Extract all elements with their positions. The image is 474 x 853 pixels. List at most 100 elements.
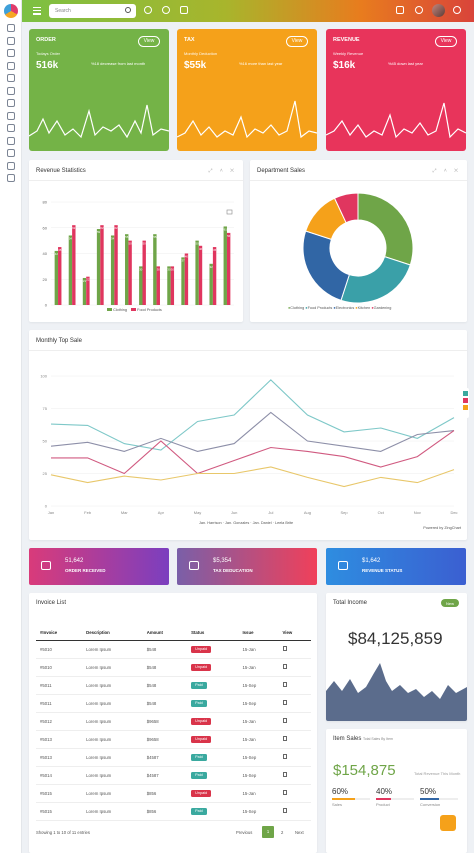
view-button[interactable]: View xyxy=(138,36,160,47)
document-icon[interactable] xyxy=(282,754,287,759)
col-invoice[interactable]: #Invoice xyxy=(36,626,83,641)
donut-slice[interactable] xyxy=(302,230,350,301)
bar[interactable] xyxy=(223,226,227,305)
bar[interactable] xyxy=(125,234,129,305)
bar[interactable] xyxy=(209,263,213,305)
menu-icon[interactable] xyxy=(33,7,41,15)
table-row[interactable]: #5013 Lorem Ipsum $4587 Paid 15-Sep xyxy=(36,748,311,767)
gear-icon[interactable] xyxy=(453,6,461,14)
table-row[interactable]: #5012 Lorem Ipsum $9658 Unpaid 15-Jan xyxy=(36,712,311,731)
chart-icon[interactable] xyxy=(6,124,15,132)
folder-icon[interactable] xyxy=(6,74,15,82)
view-button[interactable]: View xyxy=(286,36,308,47)
order-received-tile[interactable]: 51,642 ORDER RECEIVED xyxy=(29,548,169,585)
bar[interactable] xyxy=(184,253,189,306)
view-button[interactable]: View xyxy=(435,36,457,47)
bar[interactable] xyxy=(142,240,146,305)
bar[interactable] xyxy=(72,225,76,305)
table-row[interactable]: #5010 Lorem Ipsum $548 Unpaid 15-Jan xyxy=(36,658,311,677)
document-icon[interactable] xyxy=(282,718,287,723)
bar[interactable] xyxy=(212,247,217,305)
revenue-status-tile[interactable]: $1,642 REVENUE STATUS xyxy=(326,548,466,585)
bar[interactable] xyxy=(68,235,73,305)
bar[interactable] xyxy=(110,235,115,305)
col-amount[interactable]: Amount xyxy=(142,626,188,641)
bar[interactable] xyxy=(86,276,90,305)
warning-icon[interactable] xyxy=(6,174,15,182)
bar[interactable] xyxy=(82,277,87,305)
bar[interactable] xyxy=(170,266,175,305)
app-logo[interactable] xyxy=(3,4,18,18)
clipboard-icon[interactable] xyxy=(180,6,188,14)
table-row[interactable]: #5011 Lorem Ipsum $548 Paid 15-Sep xyxy=(36,694,311,713)
col-status[interactable]: Status xyxy=(187,626,239,641)
table-row[interactable]: #5010 Lorem Ipsum $548 Unpaid 15-Jan xyxy=(36,640,311,659)
series-line[interactable] xyxy=(50,411,455,452)
layers-icon[interactable] xyxy=(6,136,15,145)
donut-slice[interactable] xyxy=(333,192,359,224)
bar[interactable] xyxy=(128,240,132,305)
col-description[interactable]: Description xyxy=(82,626,143,641)
document-icon[interactable] xyxy=(282,646,287,651)
document-icon[interactable] xyxy=(282,772,287,777)
chart-menu-icon[interactable] xyxy=(226,209,233,215)
series-line[interactable] xyxy=(50,466,455,488)
bar[interactable] xyxy=(153,234,157,305)
bar[interactable] xyxy=(156,266,160,305)
eye-icon[interactable] xyxy=(6,111,15,120)
series-line[interactable] xyxy=(50,379,455,451)
bar[interactable] xyxy=(54,250,59,305)
bar[interactable] xyxy=(100,225,104,305)
chat-icon[interactable] xyxy=(144,6,152,14)
edit-icon[interactable] xyxy=(6,49,15,57)
bar[interactable] xyxy=(114,225,118,305)
avatar[interactable] xyxy=(432,4,445,17)
clock-icon[interactable] xyxy=(6,149,15,157)
card-tools[interactable]: ⤢ ˄ ✕ xyxy=(208,168,237,174)
dashboard-icon[interactable] xyxy=(6,24,15,32)
bar[interactable] xyxy=(96,229,101,305)
bar[interactable] xyxy=(198,245,203,305)
side-widget[interactable] xyxy=(461,388,469,418)
next-button[interactable]: Next xyxy=(295,830,304,835)
box-icon[interactable] xyxy=(6,86,15,95)
donut-slice[interactable] xyxy=(340,256,411,304)
grid-icon[interactable] xyxy=(6,36,15,45)
powered-by[interactable]: Powered by ZingChart xyxy=(423,526,461,530)
col-issue[interactable]: Issue xyxy=(238,626,279,641)
bell-icon[interactable] xyxy=(415,6,423,14)
file-icon[interactable] xyxy=(6,61,15,70)
bar[interactable] xyxy=(195,240,199,305)
table-row[interactable]: #5015 Lorem Ipsum $856 Paid 15-Sep xyxy=(36,802,311,821)
document-icon[interactable] xyxy=(282,736,287,741)
page-1-button[interactable]: 1 xyxy=(262,826,274,838)
bar[interactable] xyxy=(226,232,231,305)
card-icon[interactable] xyxy=(6,99,15,107)
table-row[interactable]: #5014 Lorem Ipsum $4587 Paid 15-Sep xyxy=(36,766,311,785)
prev-button[interactable]: Previous xyxy=(236,830,253,835)
tax-deduction-tile[interactable]: $5,354 TAX DEDUCATION xyxy=(177,548,317,585)
document-icon[interactable] xyxy=(282,790,287,795)
table-row[interactable]: #5013 Lorem Ipsum $9658 Unpaid 15-Jan xyxy=(36,730,311,749)
col-view[interactable]: View xyxy=(278,626,311,641)
search-input[interactable]: Search xyxy=(49,4,136,18)
document-icon[interactable] xyxy=(282,808,287,813)
lock-icon[interactable] xyxy=(6,161,15,170)
page-2-button[interactable]: 2 xyxy=(281,830,284,835)
bar[interactable] xyxy=(139,266,143,305)
bar[interactable] xyxy=(167,266,171,305)
bar[interactable] xyxy=(181,257,185,305)
search-icon[interactable] xyxy=(125,7,131,13)
fullscreen-icon[interactable] xyxy=(396,6,404,14)
series-line[interactable] xyxy=(51,430,455,475)
donut-slice[interactable] xyxy=(357,192,414,266)
settings-alt-icon[interactable] xyxy=(162,6,170,14)
bar[interactable] xyxy=(58,247,62,305)
table-row[interactable]: #5011 Lorem Ipsum $548 Paid 15-Sep xyxy=(36,676,311,695)
scroll-top-button[interactable] xyxy=(440,815,456,831)
document-icon[interactable] xyxy=(282,664,287,669)
document-icon[interactable] xyxy=(282,700,287,705)
table-row[interactable]: #5015 Lorem Ipsum $856 Unpaid 15-Jan xyxy=(36,784,311,803)
card-tools[interactable]: ⤢ ˄ ✕ xyxy=(432,168,461,174)
document-icon[interactable] xyxy=(282,682,287,687)
